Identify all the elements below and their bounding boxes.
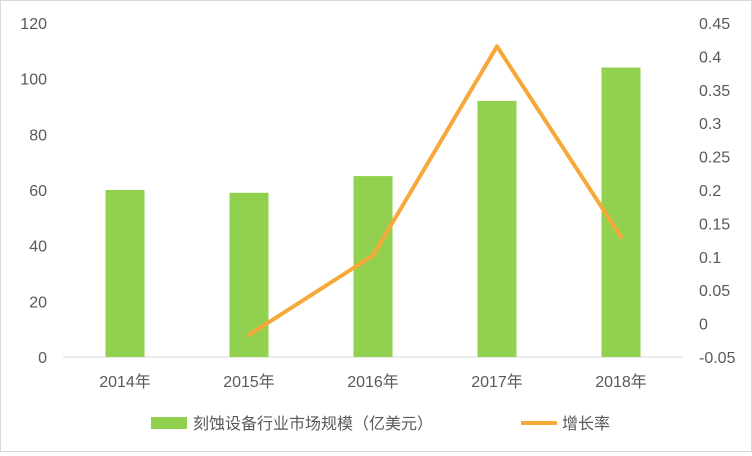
y-right-tick-label: 0.4 bbox=[699, 49, 721, 66]
y-right-tick-label: 0.05 bbox=[699, 283, 730, 300]
x-tick-label: 2017年 bbox=[471, 373, 523, 391]
x-tick-label: 2015年 bbox=[223, 373, 275, 391]
bars-layer bbox=[105, 67, 641, 358]
y-right-tick-label: 0.2 bbox=[699, 183, 721, 200]
y-left-tick-label: 60 bbox=[29, 183, 47, 200]
y-right-tick-label: -0.05 bbox=[699, 350, 736, 367]
y-left-tick-label: 40 bbox=[29, 239, 47, 256]
y-right-tick-label: 0.3 bbox=[699, 116, 721, 133]
x-tick-label: 2016年 bbox=[347, 373, 399, 391]
bar-4 bbox=[601, 67, 641, 358]
y-left-tick-label: 20 bbox=[29, 294, 47, 311]
y-left-tick-label: 120 bbox=[20, 16, 47, 33]
y-right-tick-label: 0.25 bbox=[699, 150, 730, 167]
bar-0 bbox=[105, 190, 145, 357]
ticks-layer: 0 20 40 60 80 100 120 -0.05 0 0.05 0.1 0.15 0.2 0.25 0… bbox=[20, 16, 735, 391]
legend-label-line: 增长率 bbox=[562, 415, 610, 433]
x-tick-label: 2018年 bbox=[595, 373, 647, 391]
legend-label-bar: 刻蚀设备行业市场规模（亿美元） bbox=[193, 415, 433, 433]
y-left-tick-label: 100 bbox=[20, 72, 47, 89]
y-right-tick-label: 0.15 bbox=[699, 216, 730, 233]
y-left-tick-label: 80 bbox=[29, 127, 47, 144]
legend: 刻蚀设备行业市场规模（亿美元） 增长率 bbox=[151, 415, 610, 433]
bar-1 bbox=[229, 192, 269, 357]
y-right-tick-label: 0.1 bbox=[699, 250, 721, 267]
y-right-tick-label: 0 bbox=[699, 317, 708, 334]
bar-2 bbox=[353, 176, 393, 357]
y-right-tick-label: 0.45 bbox=[699, 16, 730, 33]
line-layer bbox=[247, 44, 623, 337]
bar-3 bbox=[477, 100, 517, 357]
x-tick-label: 2014年 bbox=[99, 373, 151, 391]
growth-line bbox=[247, 44, 623, 337]
y-right-tick-label: 0.35 bbox=[699, 83, 730, 100]
y-left-tick-label: 0 bbox=[38, 350, 47, 367]
legend-swatch-bar bbox=[151, 417, 187, 429]
